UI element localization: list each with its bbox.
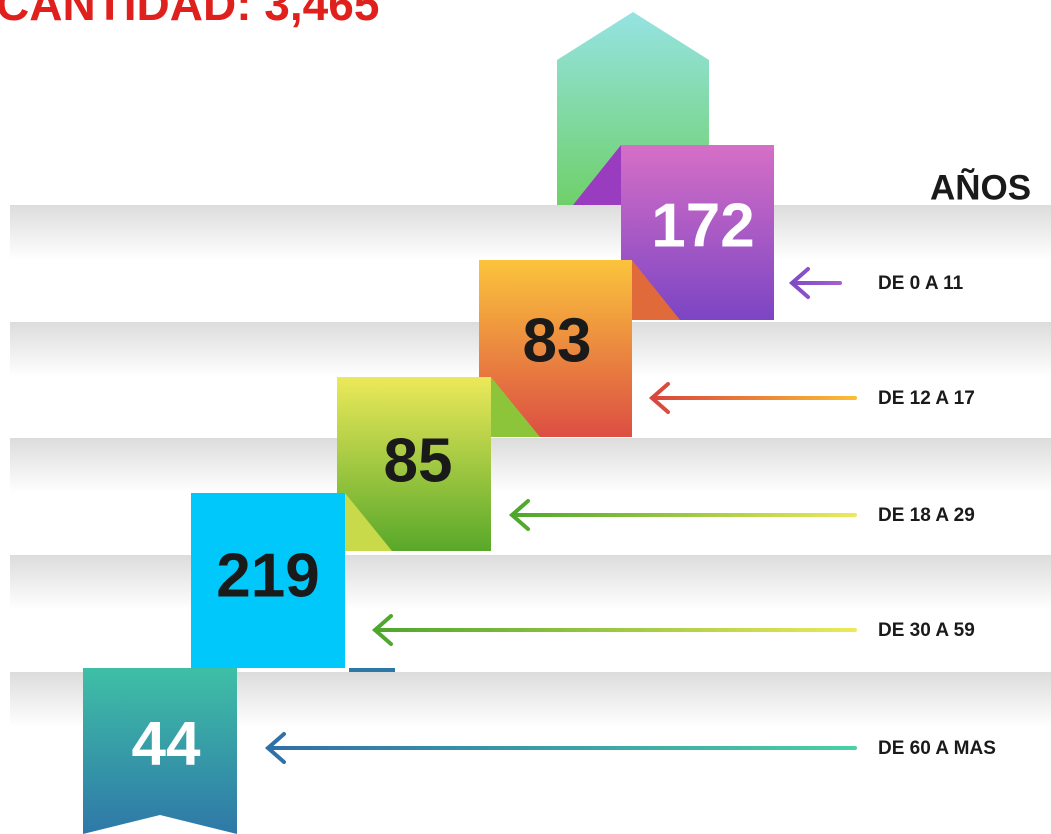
infographic: CANTIDAD: 3,465 AÑOS 172 83 85 219 44 DE… (0, 0, 1051, 834)
page: {"title": "CANTIDAD: 3,465", "header": "… (0, 0, 1051, 834)
step-value: 172 (651, 191, 754, 260)
header: AÑOS (930, 168, 1031, 207)
step-label: DE 12 A 17 (878, 388, 975, 409)
step-value: 44 (132, 709, 201, 778)
step-label: DE 18 A 29 (878, 505, 975, 526)
arrow (652, 384, 855, 412)
step-value: 83 (523, 306, 592, 375)
step-label: DE 30 A 59 (878, 620, 975, 641)
arrow (792, 269, 840, 297)
band (10, 555, 1051, 610)
title: CANTIDAD: 3,465 (0, 0, 379, 30)
step-label: DE 0 A 11 (878, 273, 964, 294)
arrow (512, 501, 855, 529)
band (10, 438, 1051, 493)
step-value: 219 (216, 541, 319, 610)
step-label: DE 60 A MAS (878, 738, 996, 759)
fold (349, 668, 395, 672)
arrow (375, 616, 855, 644)
step-value: 85 (384, 426, 453, 495)
arrow (268, 734, 855, 762)
band (10, 205, 1051, 260)
